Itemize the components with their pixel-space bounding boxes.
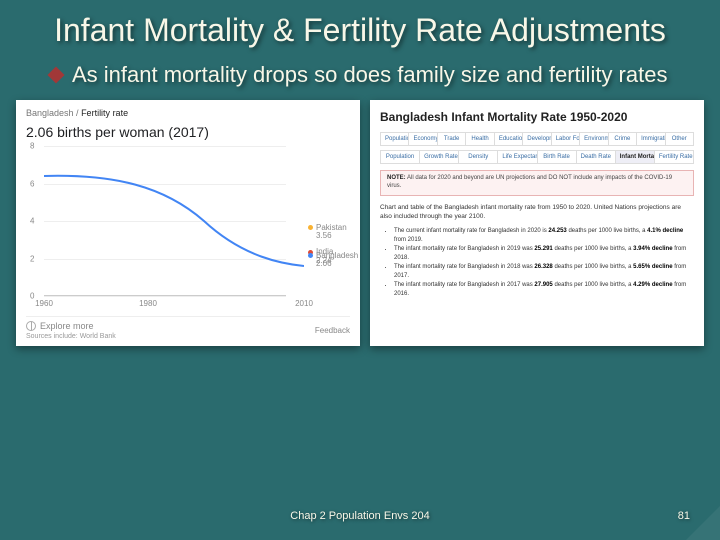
y-tick-label: 0 xyxy=(30,292,34,301)
y-tick-label: 8 xyxy=(30,142,34,151)
x-tick-label: 1980 xyxy=(139,299,157,308)
gridline xyxy=(44,296,286,297)
bangladesh-line xyxy=(44,176,304,266)
explore-label: Explore more xyxy=(40,321,94,331)
breadcrumb-metric: Fertility rate xyxy=(81,108,128,118)
tab-density[interactable]: Density xyxy=(458,151,497,163)
tab-education[interactable]: Education xyxy=(494,133,522,145)
breadcrumb: Bangladesh / Fertility rate xyxy=(26,108,350,118)
x-tick-label: 2010 xyxy=(295,299,313,308)
diamond-bullet-icon xyxy=(48,66,65,83)
infant-mortality-panel: Bangladesh Infant Mortality Rate 1950-20… xyxy=(370,100,704,346)
tabs-row-metrics: PopulationGrowth RateDensityLife Expecta… xyxy=(380,150,694,164)
slide-footer-text: Chap 2 Population Envs 204 xyxy=(0,510,720,522)
series-label-pakistan: Pakistan3.56 xyxy=(308,224,347,242)
x-tick-label: 1960 xyxy=(35,299,53,308)
slide-title: Infant Mortality & Fertility Rate Adjust… xyxy=(0,0,720,57)
fact-item: The infant mortality rate for Bangladesh… xyxy=(394,263,694,281)
y-tick-label: 2 xyxy=(30,254,34,263)
tab-life-expectancy[interactable]: Life Expectancy xyxy=(497,151,536,163)
tab-birth-rate[interactable]: Birth Rate xyxy=(537,151,576,163)
breadcrumb-sep: / xyxy=(74,108,82,118)
fact-item: The infant mortality rate for Bangladesh… xyxy=(394,281,694,299)
tab-trade[interactable]: Trade xyxy=(437,133,465,145)
fertility-chart-panel: Bangladesh / Fertility rate 2.06 births … xyxy=(16,100,360,346)
tab-population[interactable]: Population xyxy=(380,151,419,163)
tab-other[interactable]: Other xyxy=(665,133,693,145)
tab-death-rate[interactable]: Death Rate xyxy=(576,151,615,163)
bullet-text: As infant mortality drops so does family… xyxy=(72,61,667,89)
y-tick-label: 6 xyxy=(30,179,34,188)
tab-fertility-rate[interactable]: Fertility Rate xyxy=(654,151,693,163)
tabs-row-categories: PopulationEconomyTradeHealthEducationDev… xyxy=(380,132,694,146)
tab-labor-force[interactable]: Labor Force xyxy=(551,133,579,145)
bullet-row: As infant mortality drops so does family… xyxy=(0,57,720,101)
corner-fold-icon xyxy=(686,506,720,540)
fact-item: The current infant mortality rate for Ba… xyxy=(394,227,694,245)
tab-immigration[interactable]: Immigration xyxy=(636,133,664,145)
sources-text: Sources include: World Bank xyxy=(26,333,116,340)
tab-economy[interactable]: Economy xyxy=(408,133,436,145)
tab-infant-mortality-rate[interactable]: Infant Mortality Rate xyxy=(615,151,654,163)
tab-development[interactable]: Development xyxy=(522,133,550,145)
tab-growth-rate[interactable]: Growth Rate xyxy=(419,151,458,163)
description-text: Chart and table of the Bangladesh infant… xyxy=(380,204,694,222)
tab-health[interactable]: Health xyxy=(465,133,493,145)
facts-list: The current infant mortality rate for Ba… xyxy=(380,227,694,299)
tab-environment[interactable]: Environment xyxy=(579,133,607,145)
chart-footer: Explore more Sources include: World Bank… xyxy=(26,316,350,340)
infant-mortality-heading: Bangladesh Infant Mortality Rate 1950-20… xyxy=(380,110,694,124)
chart-svg xyxy=(44,146,304,296)
series-label-bangladesh: Bangladesh2.06 xyxy=(308,252,358,270)
y-tick-label: 4 xyxy=(30,217,34,226)
feedback-link[interactable]: Feedback xyxy=(315,326,350,335)
fertility-heading: 2.06 births per woman (2017) xyxy=(26,124,350,140)
panels-container: Bangladesh / Fertility rate 2.06 births … xyxy=(0,100,720,346)
tab-population[interactable]: Population xyxy=(380,133,408,145)
fact-item: The infant mortality rate for Bangladesh… xyxy=(394,245,694,263)
fertility-line-chart: 02468196019802010Pakistan3.56India2.24Ba… xyxy=(44,146,286,296)
globe-icon xyxy=(26,321,36,331)
covid-note: NOTE: All data for 2020 and beyond are U… xyxy=(380,170,694,196)
explore-more-link[interactable]: Explore more xyxy=(26,321,116,331)
breadcrumb-country[interactable]: Bangladesh xyxy=(26,108,74,118)
tab-crime[interactable]: Crime xyxy=(608,133,636,145)
